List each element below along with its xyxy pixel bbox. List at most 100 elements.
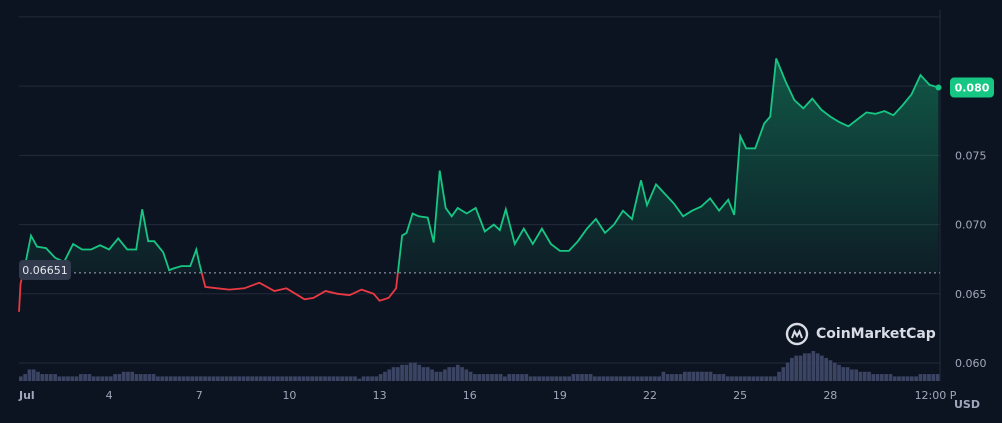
volume-bar [498, 374, 503, 381]
volume-bar [760, 376, 764, 381]
volume-bar [258, 376, 263, 381]
volume-bar [138, 374, 143, 381]
volume-bar [335, 376, 340, 381]
volume-bar [922, 374, 927, 381]
currency-label: USD [954, 398, 980, 411]
volume-bar [224, 376, 229, 381]
volume-bar [87, 374, 92, 381]
volume-bar [254, 376, 259, 381]
volume-bar [832, 362, 837, 381]
volume-bar [250, 376, 255, 381]
open-price-label: 0.06651 [22, 264, 68, 277]
volume-bar [267, 376, 272, 381]
volume-bar [23, 374, 27, 381]
volume-bar [781, 367, 786, 381]
volume-bar [528, 376, 533, 381]
volume-bar [443, 369, 447, 381]
volume-bar [361, 376, 366, 381]
volume-bar [203, 376, 207, 381]
volume-bar [931, 374, 936, 381]
volume-bar [134, 374, 139, 381]
volume-bar [670, 374, 674, 381]
volume-bar [340, 376, 344, 381]
volume-bar [318, 376, 323, 381]
volume-bar [198, 376, 203, 381]
last-price-dot [935, 84, 942, 91]
volume-bar [284, 376, 289, 381]
volume-bar [605, 376, 610, 381]
volume-bars [19, 351, 940, 381]
volume-bar [567, 376, 571, 381]
volume-bar [764, 376, 769, 381]
volume-bar [104, 376, 109, 381]
volume-bar [241, 376, 246, 381]
volume-bar [584, 374, 589, 381]
volume-bar [755, 376, 760, 381]
volume-bar [408, 362, 413, 381]
volume-bar [618, 376, 623, 381]
volume-bar [575, 374, 580, 381]
volume-bar [117, 374, 122, 381]
volume-bar [515, 374, 520, 381]
volume-bar [790, 357, 794, 381]
volume-bar [798, 355, 803, 381]
volume-bar [635, 376, 640, 381]
volume-bar [730, 376, 734, 381]
volume-bar [190, 376, 195, 381]
volume-bar [785, 362, 790, 381]
volume-bar [331, 376, 336, 381]
x-tick-label: 28 [823, 389, 837, 402]
volume-bar [228, 376, 233, 381]
volume-bar [661, 371, 666, 381]
volume-bar [644, 376, 649, 381]
volume-bar [164, 376, 169, 381]
volume-bar [327, 376, 332, 381]
volume-bar [314, 376, 319, 381]
volume-bar [494, 374, 499, 381]
volume-bar [143, 374, 147, 381]
volume-bar [533, 376, 537, 381]
volume-bar [503, 376, 507, 381]
volume-bar [631, 376, 636, 381]
volume-bar [473, 374, 477, 381]
volume-bar [237, 376, 242, 381]
volume-bar [263, 376, 267, 381]
volume-bar [430, 369, 434, 381]
volume-bar [747, 376, 751, 381]
volume-bar [91, 376, 96, 381]
volume-bar [40, 374, 45, 381]
volume-bar [301, 376, 306, 381]
volume-bar [481, 374, 486, 381]
volume-bar [815, 353, 820, 381]
price-line-above-open [22, 58, 939, 273]
volume-bar [807, 353, 811, 381]
volume-bar [695, 371, 700, 381]
x-tick-label: 4 [106, 389, 113, 402]
volume-bar [588, 374, 593, 381]
volume-bar [310, 376, 314, 381]
current-price-badge: 0.080 [950, 77, 994, 98]
y-axis: 0.060 0.065 0.070 0.075 [955, 149, 987, 370]
volume-bar [777, 371, 781, 381]
volume-bar [370, 376, 374, 381]
volume-bar [121, 371, 126, 381]
watermark-text: CoinMarketCap [816, 326, 936, 342]
volume-bar [400, 364, 404, 381]
x-tick-label: 10 [282, 389, 296, 402]
volume-bar [391, 367, 396, 381]
volume-bar [451, 367, 456, 381]
volume-bar [545, 376, 550, 381]
volume-bar [580, 374, 584, 381]
volume-bar [627, 376, 631, 381]
volume-bar [897, 376, 901, 381]
volume-bar [31, 369, 36, 381]
volume-bar [211, 376, 216, 381]
volume-bar [156, 376, 160, 381]
volume-bar [96, 376, 100, 381]
volume-bar [348, 376, 353, 381]
y-tick-label: 0.075 [955, 149, 987, 162]
x-tick-label: 19 [553, 389, 567, 402]
volume-bar [323, 376, 327, 381]
volume-bar [841, 367, 846, 381]
